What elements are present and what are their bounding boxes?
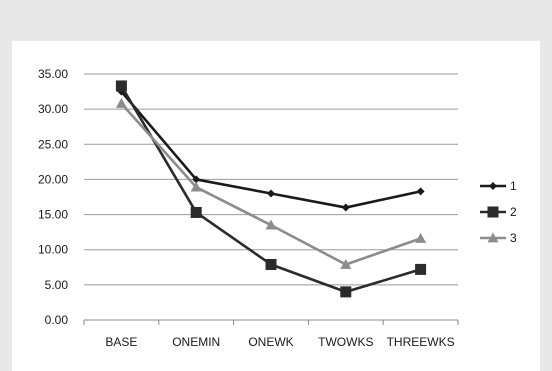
- x-tick-label: TWOWKS: [318, 335, 373, 349]
- x-tick-label: THREEWKS: [387, 335, 455, 349]
- legend: 1 2 3: [480, 179, 517, 245]
- legend-item-1: 1: [480, 179, 517, 193]
- legend-item-2: 2: [480, 205, 517, 219]
- square-marker: [415, 263, 427, 275]
- series-2: [115, 80, 427, 298]
- triangle-marker: [415, 232, 427, 243]
- x-tick-label: BASE: [105, 335, 137, 349]
- axes: [83, 319, 459, 325]
- legend-label: 2: [510, 205, 517, 219]
- y-tick-label: 10.00: [38, 243, 68, 257]
- triangle-marker: [340, 258, 352, 269]
- y-tick-label: 15.00: [38, 208, 68, 222]
- x-tick-label: ONEWK: [248, 335, 293, 349]
- y-tick-label: 25.00: [38, 137, 68, 151]
- x-tick-label: ONEMIN: [172, 335, 220, 349]
- square-marker: [340, 286, 352, 298]
- diamond-marker: [489, 182, 497, 190]
- legend-label: 3: [510, 231, 517, 245]
- y-tick-label: 0.00: [45, 313, 69, 327]
- chart-panel: [12, 41, 540, 371]
- gridlines: [84, 73, 458, 286]
- x-tick-labels: BASE ONEMIN ONEWK TWOWKS THREEWKS: [105, 335, 454, 349]
- y-tick-label: 30.00: [38, 102, 68, 116]
- triangle-marker: [265, 219, 277, 230]
- triangle-marker: [487, 232, 499, 243]
- diamond-marker: [341, 203, 350, 212]
- y-tick-label: 20.00: [38, 172, 68, 186]
- series-group: [115, 80, 427, 298]
- legend-label: 1: [510, 179, 517, 193]
- triangle-marker: [190, 181, 202, 192]
- diamond-marker: [192, 175, 201, 184]
- legend-item-3: 3: [480, 231, 517, 245]
- square-marker: [265, 258, 277, 270]
- diamond-marker: [416, 187, 425, 196]
- diamond-marker: [267, 189, 275, 198]
- square-marker: [487, 206, 499, 218]
- square-marker: [115, 80, 127, 92]
- triangle-marker: [115, 98, 127, 108]
- series-line: [120, 102, 422, 266]
- series-1: [117, 87, 425, 212]
- square-marker: [190, 206, 202, 218]
- series-3: [115, 98, 427, 269]
- y-tick-label: 5.00: [45, 278, 69, 292]
- y-tick-label: 35.00: [38, 67, 68, 81]
- y-tick-labels: 0.00 5.00 10.00 15.00 20.00 25.00 30.00 35.00: [38, 67, 68, 327]
